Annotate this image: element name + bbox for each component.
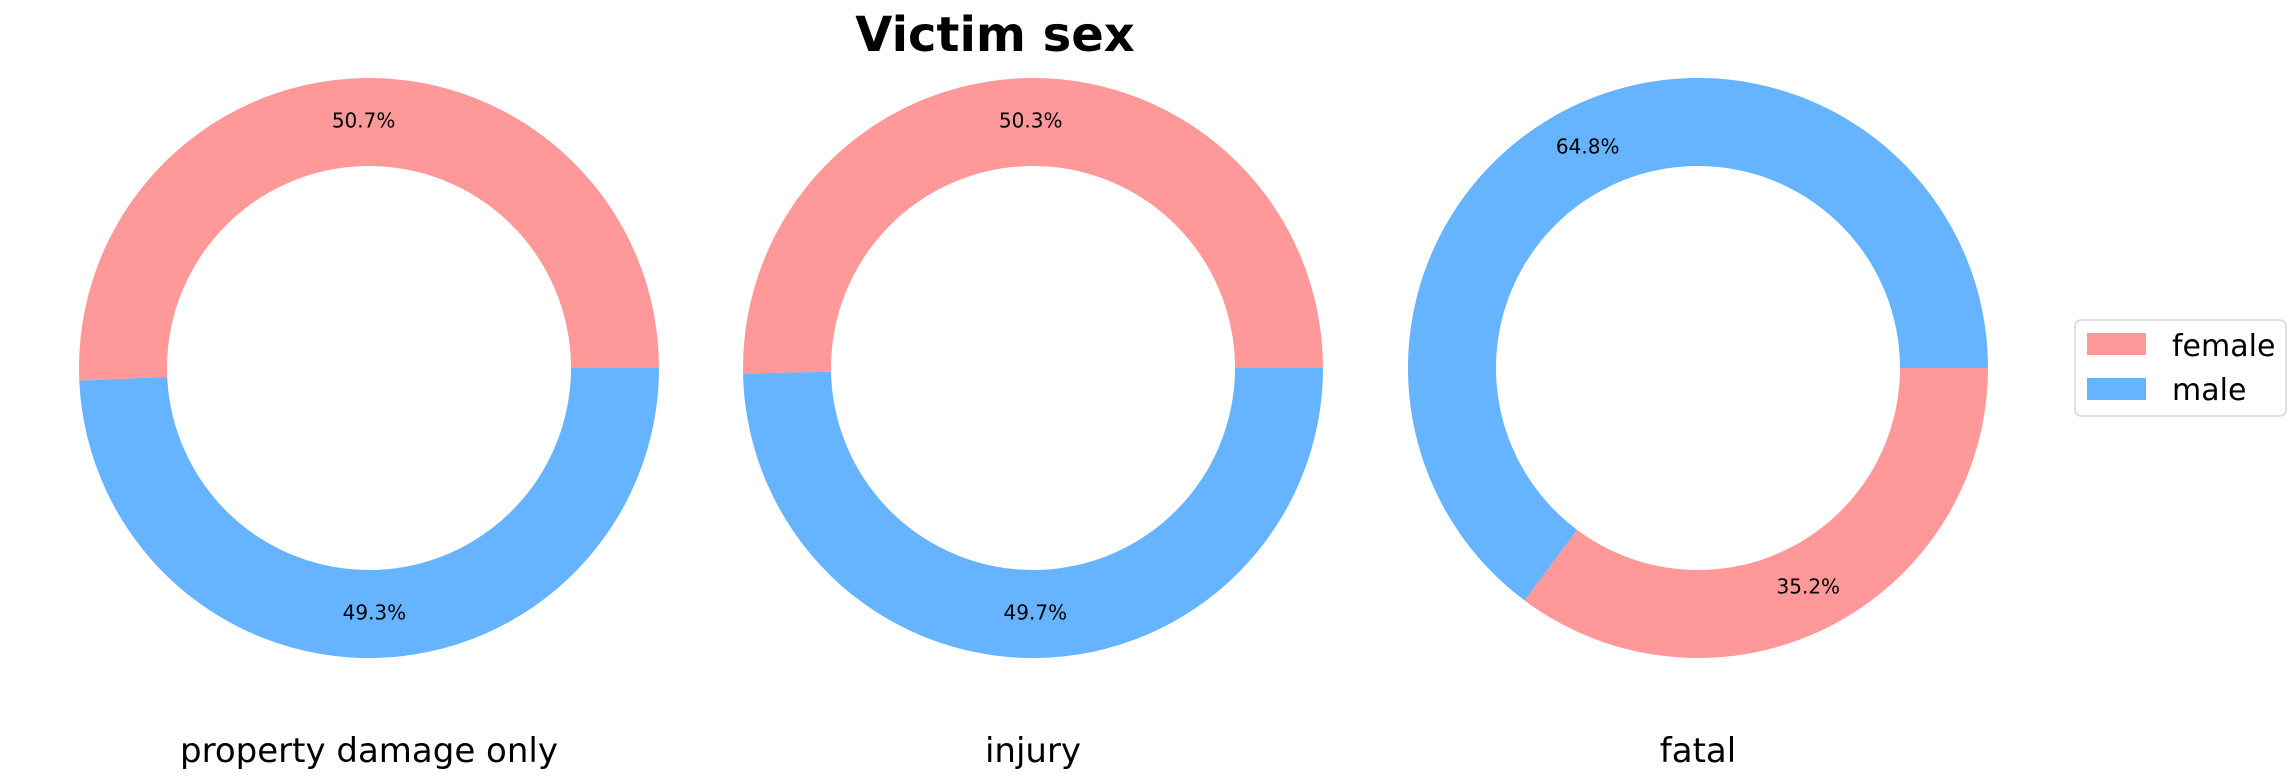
slice-fatal-female [1524, 368, 1988, 658]
pct-label-fatal-male: 64.8% [1556, 135, 1620, 159]
slice-fatal-male [1408, 77, 1988, 601]
pct-label-property-damage-only-male: 49.3% [343, 600, 407, 624]
donut-panels: 50.7% 49.3% property damage only 50.3% 49.7%… [78, 77, 1988, 771]
slice-property-damage-only-male [79, 368, 659, 658]
pct-label-property-damage-only-female: 50.7% [332, 109, 396, 133]
pct-label-injury-male: 49.7% [1004, 600, 1068, 624]
legend-label-female: female [2172, 329, 2275, 364]
donut-injury: 50.3% 49.7% injury [743, 78, 1323, 771]
donut-fatal: 64.8% 35.2% fatal [1408, 77, 1988, 771]
legend-label-male: male [2172, 373, 2246, 408]
subtitle-property-damage-only: property damage only [180, 731, 558, 771]
chart-title: Victim sex [855, 7, 1134, 63]
legend: female male [2074, 319, 2287, 417]
pct-label-fatal-female: 35.2% [1777, 574, 1841, 598]
subtitle-fatal: fatal [1660, 731, 1736, 771]
subtitle-injury: injury [985, 731, 1081, 771]
slice-property-damage-only-female [78, 77, 659, 381]
pct-label-injury-female: 50.3% [999, 109, 1063, 133]
legend-swatch-female [2087, 333, 2146, 355]
donut-property-damage-only: 50.7% 49.3% property damage only [78, 77, 659, 771]
legend-swatch-male [2087, 378, 2146, 400]
slice-injury-male [743, 368, 1323, 659]
slice-injury-female [743, 78, 1323, 374]
